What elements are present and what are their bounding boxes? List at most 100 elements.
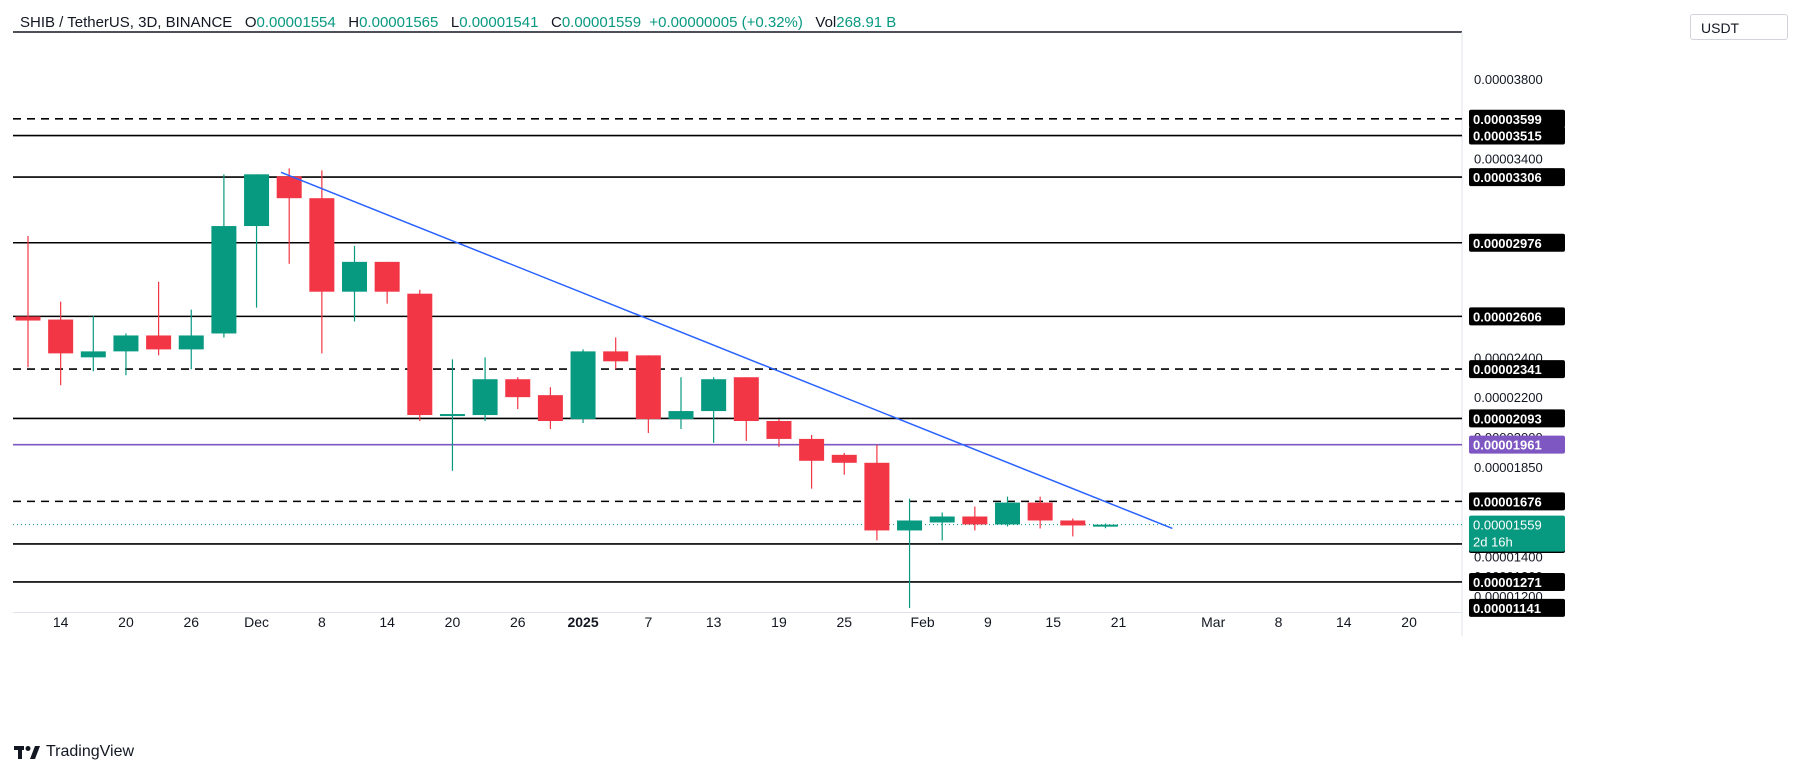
candle-body <box>178 335 204 350</box>
candle-body <box>603 351 629 362</box>
time-tick-label: 14 <box>1336 614 1352 630</box>
volume-label: Vol <box>815 14 837 31</box>
price-level-label-bg <box>1469 360 1565 379</box>
price-level-label-bg <box>1469 126 1565 145</box>
time-tick-label: 13 <box>706 614 722 630</box>
time-tick-label: 26 <box>510 614 526 630</box>
price-level-label: 0.00001271 <box>1473 575 1542 590</box>
time-tick-label: 15 <box>1045 614 1061 630</box>
price-level-label-bg <box>1469 492 1565 511</box>
last-price-label: 0.00001559 <box>1473 518 1542 533</box>
price-tick-label: 0.00001400 <box>1474 549 1543 564</box>
candle-body <box>635 355 661 420</box>
open-value: 0.00001554 <box>256 14 336 31</box>
price-level-label-bg <box>1469 572 1565 591</box>
time-tick-label: 20 <box>1401 614 1417 630</box>
low-value: 0.00001541 <box>459 14 539 31</box>
candle-body <box>505 379 531 398</box>
candle-body <box>701 379 727 412</box>
candle-body <box>439 414 465 417</box>
candle-body <box>1027 502 1053 521</box>
candle-body <box>15 316 41 321</box>
time-tick-label: 2025 <box>567 614 598 630</box>
time-tick-label: Dec <box>244 614 269 630</box>
tradingview-logo-icon <box>14 745 40 759</box>
symbol-name[interactable]: SHIB / TetherUS, 3D, BINANCE <box>20 14 233 31</box>
candle-body <box>472 379 498 416</box>
time-tick-label: 20 <box>445 614 461 630</box>
price-level-label-bg <box>1469 435 1565 454</box>
candle-body <box>211 226 237 334</box>
candle-body <box>113 335 139 352</box>
symbol-legend: SHIB / TetherUS, 3D, BINANCE O0.00001554… <box>20 14 896 31</box>
candle-body <box>146 335 172 350</box>
time-tick-label: Feb <box>911 614 935 630</box>
time-tick-label: 26 <box>183 614 199 630</box>
candle-body <box>799 438 825 461</box>
brand-name: TradingView <box>46 743 135 760</box>
candle-body <box>962 516 988 525</box>
currency-selector[interactable]: USDT <box>1690 14 1788 40</box>
candle-body <box>537 395 563 422</box>
time-tick-label: 14 <box>53 614 69 630</box>
change-value: +0.00000005 (+0.32%) <box>649 14 803 31</box>
price-level-label-bg <box>1469 233 1565 252</box>
price-level-label: 0.00001676 <box>1473 494 1542 509</box>
close-value: 0.00001559 <box>561 14 642 31</box>
price-level-label-bg <box>1469 168 1565 187</box>
candle-body <box>897 520 923 531</box>
price-tick-label: 0.00001850 <box>1474 460 1543 475</box>
price-level-label: 0.00001141 <box>1473 601 1541 616</box>
time-tick-label: 9 <box>984 614 992 630</box>
trendline <box>280 171 1173 530</box>
candle-body <box>733 377 759 422</box>
candle-body <box>766 421 792 439</box>
tradingview-brand[interactable]: TradingView <box>14 743 134 761</box>
candle-body <box>995 502 1020 525</box>
candle-body <box>244 174 270 227</box>
price-level-label: 0.00002341 <box>1473 362 1542 377</box>
bar-countdown-label: 2d 16h <box>1473 535 1513 550</box>
price-level-label-bg <box>1469 109 1565 128</box>
price-level-label-bg <box>1469 307 1565 326</box>
last-price-label-bg <box>1469 515 1565 552</box>
high-label: H <box>348 14 360 31</box>
price-level-label: 0.00003515 <box>1473 129 1542 144</box>
high-value: 0.00001565 <box>359 14 439 31</box>
candle-body <box>831 454 857 463</box>
low-label: L <box>450 14 460 31</box>
price-level-label: 0.00002976 <box>1473 236 1542 251</box>
price-tick-label: 0.00003400 <box>1474 151 1543 166</box>
price-level-label: 0.00002606 <box>1473 309 1542 324</box>
candle-body <box>342 261 367 292</box>
candle-body <box>929 516 955 523</box>
candle-body <box>407 293 433 416</box>
time-tick-label: 8 <box>318 614 326 630</box>
time-tick-label: Mar <box>1201 614 1225 630</box>
price-tick-label: 0.00003800 <box>1474 72 1543 87</box>
candle-body <box>570 351 596 420</box>
price-level-label: 0.00001961 <box>1473 438 1542 453</box>
time-tick-label: 20 <box>118 614 134 630</box>
candle-body <box>309 198 335 292</box>
volume-value: 268.91 B <box>836 14 897 31</box>
time-tick-label: 19 <box>771 614 787 630</box>
time-tick-label: 7 <box>644 614 652 630</box>
candle-body <box>80 351 106 358</box>
candle-body <box>1092 524 1118 527</box>
candle-body <box>48 319 74 354</box>
price-level-label: 0.00002093 <box>1473 411 1542 426</box>
price-level-label: 0.00003599 <box>1473 112 1542 127</box>
time-tick-label: 25 <box>836 614 852 630</box>
close-label: C <box>550 14 562 31</box>
candle-body <box>864 462 890 531</box>
price-level-label-bg <box>1469 598 1565 617</box>
open-label: O <box>244 14 257 31</box>
candle-body <box>374 261 400 292</box>
candle-body <box>276 176 302 199</box>
time-tick-label: 14 <box>379 614 395 630</box>
price-level-label: 0.00003306 <box>1473 170 1542 185</box>
time-tick-label: 21 <box>1111 614 1127 630</box>
